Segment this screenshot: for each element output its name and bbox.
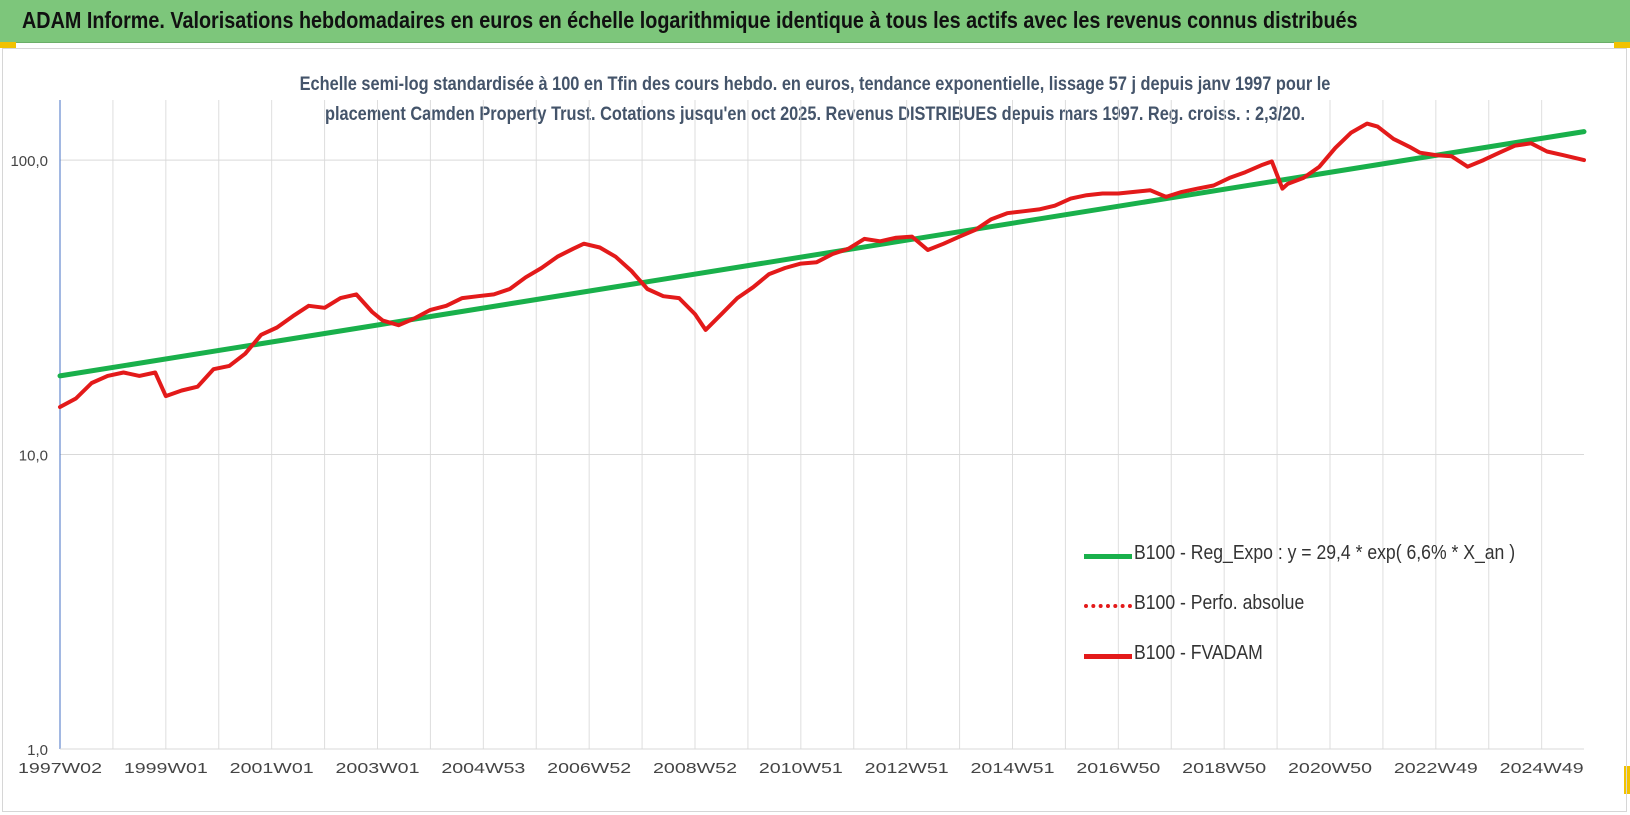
x-tick-label-3: 2003W01 [336, 760, 420, 777]
series-line-2 [58, 121, 1586, 409]
x-tick-label-13: 2022W49 [1394, 760, 1478, 777]
chart-frame [2, 48, 1627, 812]
legend-label-fvadam: B100 - FVADAM [1134, 642, 1263, 664]
chart-subtitle-line-1: Echelle semi-log standardisée à 100 en T… [299, 74, 1331, 95]
x-tick-label-8: 2012W51 [865, 760, 949, 777]
y-tick-label-1: 10,0 [19, 448, 48, 465]
x-tick-label-7: 2010W51 [759, 760, 843, 777]
corner-marker-left [0, 42, 16, 48]
legend-swatch-regression [1084, 554, 1132, 559]
chart-subtitle-line-2: placement Camden Property Trust. Cotatio… [324, 104, 1306, 125]
x-tick-label-12: 2020W50 [1288, 760, 1372, 777]
header-title: ADAM Informe. Valorisations hebdomadaire… [22, 7, 1358, 33]
y-tick-label-2: 100,0 [10, 153, 48, 170]
x-tick-label-10: 2016W50 [1076, 760, 1160, 777]
x-tick-label-6: 2008W52 [653, 760, 737, 777]
legend-label-perfo-absolue: B100 - Perfo. absolue [1134, 592, 1305, 614]
x-tick-label-14: 2024W49 [1500, 760, 1584, 777]
series-line-0 [57, 129, 1587, 379]
x-tick-label-0: 1997W02 [18, 760, 102, 777]
x-tick-label-5: 2006W52 [547, 760, 631, 777]
x-tick-label-11: 2018W50 [1182, 760, 1266, 777]
legend-swatch-perfo-absolue [1084, 604, 1132, 608]
corner-marker-bottom-right [1624, 766, 1630, 794]
y-tick-label-0: 1,0 [27, 742, 48, 759]
x-tick-label-1: 1999W01 [124, 760, 208, 777]
corner-marker-right [1614, 42, 1630, 48]
legend-label-regression: B100 - Reg_Expo : y = 29,4 * exp( 6,6% *… [1134, 542, 1516, 564]
header-banner: ADAM Informe. Valorisations hebdomadaire… [0, 0, 1630, 43]
legend-swatch-fvadam [1084, 654, 1132, 659]
chart-subtitle: Echelle semi-log standardisée à 100 en T… [0, 70, 1630, 130]
x-tick-label-9: 2014W51 [971, 760, 1055, 777]
x-tick-label-4: 2004W53 [441, 760, 525, 777]
x-tick-label-2: 2001W01 [230, 760, 314, 777]
